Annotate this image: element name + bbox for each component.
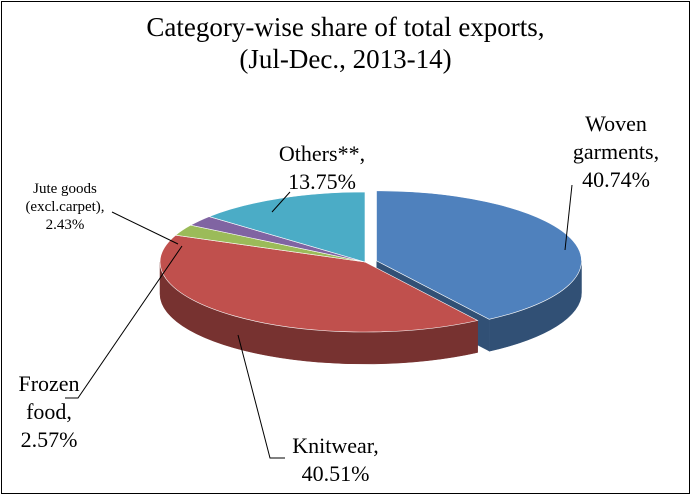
slice-label: Knitwear, 40.51%: [268, 432, 403, 488]
slice: [376, 190, 582, 320]
leader-line: [271, 191, 291, 213]
value-label: 2.57%: [20, 427, 78, 452]
category-label: Knitwear,: [292, 433, 379, 458]
slice-label: Jute goods (excl.carpet), 2.43%: [6, 180, 124, 234]
slice-label: Frozen food, 2.57%: [10, 370, 88, 454]
chart-subtitle: (Jul-Dec., 2013-14): [239, 44, 452, 74]
leader-line: [111, 211, 179, 245]
category-label: Jute goods (excl.carpet),: [25, 181, 105, 215]
leader-lines: [65, 184, 573, 459]
slice: [208, 191, 366, 263]
slice-label: Woven garments, 40.74%: [560, 110, 672, 194]
value-label: 40.74%: [582, 167, 650, 192]
category-label: Frozen food,: [18, 371, 80, 424]
category-label: Others**,: [278, 141, 366, 166]
leader-line: [65, 245, 183, 399]
leader-line: [237, 334, 285, 459]
value-label: 13.75%: [288, 169, 356, 194]
value-label: 2.43%: [45, 217, 85, 233]
category-label: Woven garments,: [572, 111, 660, 164]
slice: [159, 234, 479, 333]
leader-line: [564, 184, 573, 251]
chart-title: Category-wise share of total exports,: [146, 12, 545, 42]
value-label: 40.51%: [301, 461, 370, 486]
slice-label: Others**, 13.75%: [262, 140, 382, 196]
